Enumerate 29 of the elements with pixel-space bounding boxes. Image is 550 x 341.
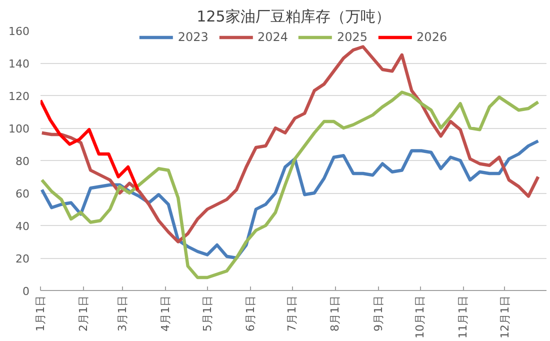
legend-label: 2024: [257, 30, 288, 44]
legend-label: 2023: [178, 30, 208, 44]
x-tick-label: 9月1日: [372, 295, 385, 332]
y-tick-label: 0: [22, 285, 30, 298]
y-tick-label: 160: [8, 25, 30, 38]
y-tick-label: 80: [16, 155, 30, 168]
x-tick-label: 2月1日: [77, 295, 90, 332]
y-tick-label: 100: [8, 122, 30, 136]
x-tick-label: 6月1日: [244, 295, 257, 332]
line-series: [40, 90, 540, 280]
y-tick-label: 120: [8, 90, 30, 103]
legend-label: 2026: [416, 30, 448, 44]
y-tick-label: 20: [16, 252, 30, 266]
x-tick-label: 5月1日: [200, 295, 214, 332]
x-tick-label: 11月1日: [456, 295, 470, 338]
line-series: [40, 98, 140, 192]
y-tick-label: 140: [8, 58, 30, 70]
x-tick-label: 10月1日: [414, 295, 426, 338]
x-tick-label: 1月1日: [34, 295, 47, 332]
chart-title: 125家油厂豆粕库存（万吨）: [196, 8, 390, 26]
y-tick-label: 40: [16, 220, 30, 233]
x-tick-label: 3月1日: [116, 295, 130, 332]
y-tick-label: 60: [16, 188, 30, 200]
x-tick-label: 12月1日: [498, 295, 512, 338]
legend-label: 2025: [337, 30, 368, 44]
x-tick-label: 7月1日: [286, 295, 299, 332]
x-tick-label: 8月1日: [328, 295, 342, 332]
line-series: [40, 45, 540, 244]
x-tick-label: 4月1日: [159, 295, 172, 332]
